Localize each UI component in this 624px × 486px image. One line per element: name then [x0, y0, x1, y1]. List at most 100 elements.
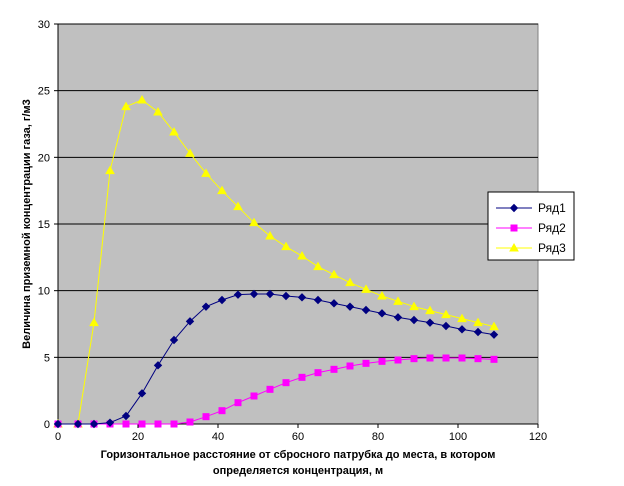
series-3-point: [441, 309, 451, 319]
y-tick-label: 15: [38, 219, 50, 231]
legend-label-3: Ряд3: [538, 241, 566, 255]
series-3-point: [233, 201, 243, 211]
legend-label-1: Ряд1: [538, 201, 566, 215]
series-3-point: [89, 317, 99, 327]
series-2-point: [218, 407, 226, 415]
series-1-point: [489, 330, 499, 339]
y-tick-label: 25: [38, 86, 50, 98]
series-2: [54, 354, 498, 428]
x-tick-label: 100: [449, 431, 467, 443]
series-1-point: [393, 313, 403, 322]
series-3-point: [409, 301, 419, 311]
series-1-point: [201, 302, 211, 311]
y-tick-label: 5: [44, 352, 50, 364]
legend-marker-3: [509, 242, 519, 252]
series-2-point: [394, 356, 402, 364]
series-2-point: [186, 418, 194, 426]
series-3-point: [377, 290, 387, 300]
series-3-point: [249, 217, 259, 227]
series-2-point: [410, 355, 418, 363]
series-1-point: [281, 291, 291, 301]
x-axis-title-line1: Горизонтальное расстояние от сбросного п…: [101, 449, 496, 461]
series-1-point: [345, 302, 355, 311]
series-2-point: [378, 357, 386, 365]
series-1-point: [329, 299, 339, 308]
series-1-point: [313, 295, 323, 305]
x-tick-label: 80: [372, 431, 384, 443]
legend-box: [487, 191, 575, 261]
y-tick-label: 0: [44, 419, 50, 431]
series-1-point: [53, 419, 63, 429]
x-tick-label: 120: [529, 431, 547, 443]
series-1-point: [153, 361, 163, 370]
series-1-point: [121, 411, 131, 421]
y-axis-title: Величина приземной концентрации газа, г/…: [21, 99, 33, 349]
y-tick-label: 20: [38, 152, 50, 164]
series-1-line: [58, 293, 495, 425]
series-3-point: [297, 250, 307, 260]
y-tick-label: 10: [38, 286, 50, 298]
series-2-point: [250, 392, 258, 400]
series-2-point: [490, 355, 498, 363]
legend-label-2: Ряд2: [538, 221, 566, 235]
series-2-point: [330, 365, 338, 373]
series-2-point: [266, 385, 274, 393]
series-2-point: [474, 355, 482, 363]
series-1-point: [457, 325, 467, 334]
series-1-point: [233, 290, 243, 299]
series-2-point: [170, 420, 178, 428]
series-3-point: [425, 305, 435, 315]
series-2-point: [202, 413, 210, 421]
series-3-point: [345, 277, 355, 287]
legend: Ряд1 Ряд2 Ряд3: [487, 191, 575, 261]
series-2-point: [362, 359, 370, 367]
series-1-point: [265, 289, 275, 299]
series-1-point: [473, 327, 483, 337]
series-1-point: [377, 309, 387, 318]
series-3-point: [201, 168, 211, 177]
y-tick-label: 30: [38, 19, 50, 31]
series-2-line: [58, 357, 495, 425]
series-3-point: [265, 230, 275, 240]
series-3-point: [361, 284, 371, 293]
series-2-point: [138, 420, 146, 428]
series-3-point: [105, 165, 115, 175]
series-2-point: [458, 354, 466, 362]
x-tick-label: 60: [292, 431, 304, 443]
series-1: [53, 289, 499, 429]
series-1-point: [217, 295, 227, 305]
series-3-point: [169, 126, 179, 136]
series-1-point: [425, 318, 435, 327]
series-1-point: [361, 305, 371, 315]
x-tick-label: 20: [132, 431, 144, 443]
series-3-point: [217, 185, 227, 195]
series-layer: [53, 94, 499, 429]
series-2-point: [442, 354, 450, 362]
gridlines: [58, 23, 538, 358]
series-1-point: [297, 293, 307, 302]
series-3-point: [473, 317, 483, 327]
series-2-point: [234, 399, 242, 407]
x-axis-title-line2: определяется концентрация, м: [213, 465, 383, 477]
series-3-point: [457, 313, 467, 323]
series-2-point: [122, 420, 130, 428]
series-2-point: [346, 362, 354, 370]
series-3-point: [153, 106, 163, 116]
series-2-point: [426, 354, 434, 362]
series-2-point: [314, 369, 322, 377]
series-1-point: [409, 315, 419, 325]
series-3-point: [185, 148, 195, 157]
series-3-point: [121, 101, 131, 111]
tick-labels: 0 5 10 15 20 25 30 0 20 40 60 80 100 120: [38, 19, 547, 443]
series-3-point: [137, 94, 147, 104]
legend-marker-2: [510, 224, 518, 232]
series-3: [53, 94, 499, 428]
x-tick-label: 0: [55, 431, 61, 443]
series-1-point: [73, 419, 83, 429]
series-3-point: [281, 241, 291, 251]
series-2-point: [298, 373, 306, 381]
series-1-point: [169, 335, 179, 345]
series-1-point: [249, 289, 259, 299]
series-3-line: [58, 99, 495, 425]
